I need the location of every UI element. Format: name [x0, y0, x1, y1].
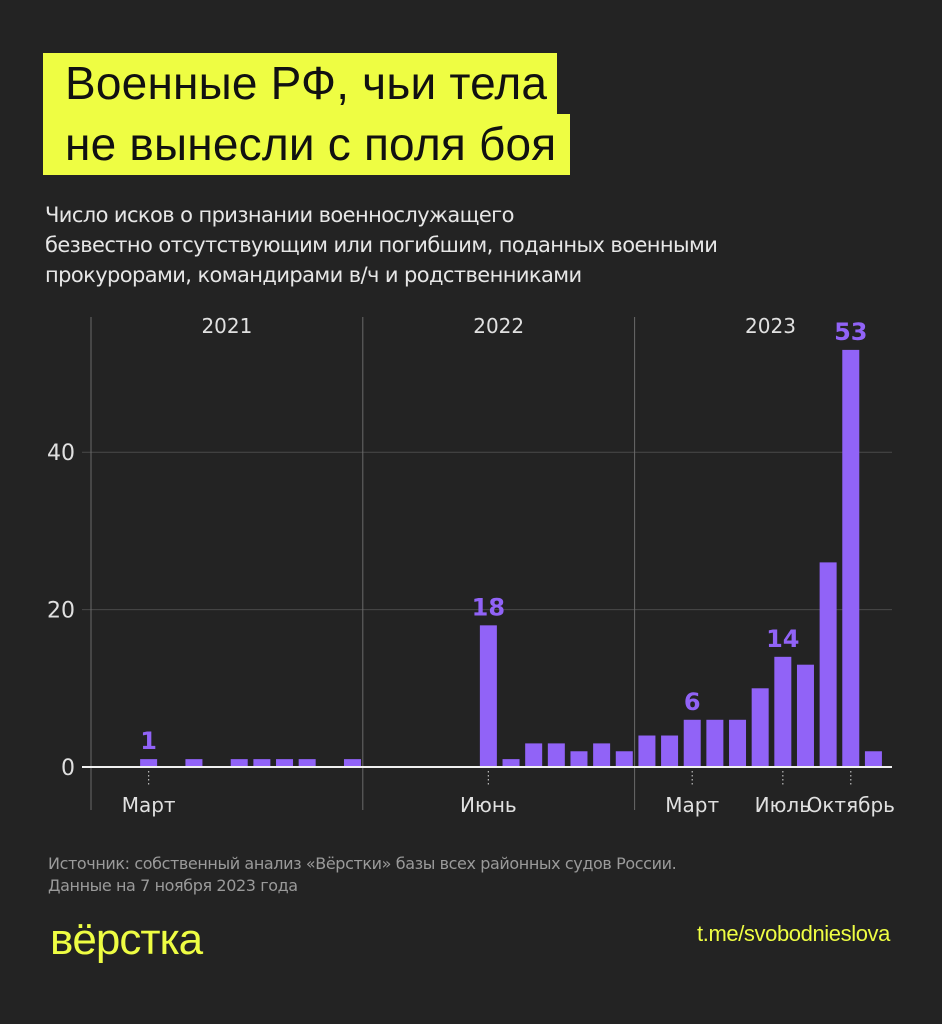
value-annotation: 1	[140, 727, 157, 755]
telegram-link[interactable]: t.me/svobodnieslova	[697, 921, 890, 946]
title-line-1: Военные РФ, чьи тела	[43, 53, 558, 114]
bar	[661, 735, 679, 767]
bar	[230, 759, 248, 767]
bar	[253, 759, 271, 767]
bar	[638, 735, 656, 767]
bar	[729, 719, 747, 767]
month-label: Март	[122, 793, 176, 817]
bar	[525, 743, 543, 767]
verstka-logo: вёрстка	[50, 915, 203, 964]
y-tick-label: 20	[47, 599, 75, 624]
chart-subtitle: Число исков о признании военнослужащего …	[45, 200, 905, 290]
y-tick-label: 0	[61, 756, 75, 781]
bar	[706, 719, 724, 767]
value-annotation: 18	[472, 593, 505, 621]
date-line: Данные на 7 ноября 2023 года	[48, 876, 298, 895]
value-annotation: 53	[834, 318, 867, 346]
subtitle-line: безвестно отсутствующим или погибшим, по…	[45, 233, 718, 257]
value-annotation: 6	[684, 688, 701, 716]
bar	[298, 759, 316, 767]
month-label: Март	[665, 793, 719, 817]
month-label: Июль	[755, 793, 811, 817]
bar	[502, 759, 520, 767]
bar	[615, 751, 633, 767]
bar	[547, 743, 565, 767]
subtitle-line: Число исков о признании военнослужащего	[45, 203, 514, 227]
bar	[185, 759, 203, 767]
bar	[593, 743, 611, 767]
title-line-2: не вынесли с поля боя	[43, 114, 571, 175]
bar	[683, 719, 701, 767]
year-label: 2023	[745, 314, 796, 338]
bar-chart: 0 20 40 2021 2022 2023 Март Июнь Март ИюльОктябрь…	[47, 314, 895, 817]
bar	[796, 664, 814, 767]
bar	[140, 759, 158, 767]
bar	[751, 688, 769, 767]
year-label: 2022	[473, 314, 524, 338]
subtitle-line: прокурорами, командирами в/ч и родственн…	[45, 263, 582, 287]
source-note: Источник: собственный анализ «Вёрстки» б…	[48, 853, 677, 897]
bar	[276, 759, 294, 767]
bar	[570, 751, 588, 767]
value-annotation: 14	[766, 625, 799, 653]
bar	[842, 349, 860, 767]
month-label: Октябрь	[807, 793, 895, 817]
month-label: Июнь	[460, 793, 517, 817]
bar	[343, 759, 361, 767]
bar	[864, 751, 882, 767]
y-tick-label: 40	[47, 441, 75, 466]
year-label: 2021	[201, 314, 252, 338]
bar	[479, 625, 497, 767]
source-line: Источник: собственный анализ «Вёрстки» б…	[48, 854, 677, 873]
bar	[819, 562, 837, 767]
chart-title: Военные РФ, чьи тела не вынесли с поля б…	[43, 53, 571, 175]
bar	[774, 656, 792, 767]
